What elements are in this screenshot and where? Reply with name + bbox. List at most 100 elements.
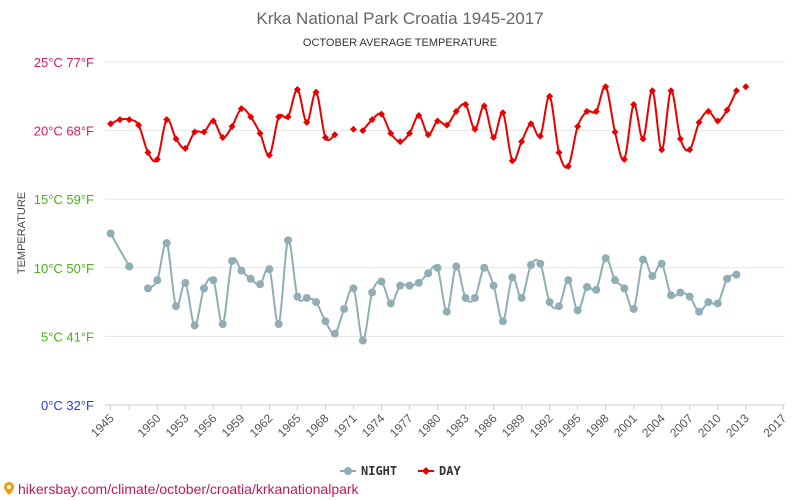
data-point-day <box>583 107 591 115</box>
data-point-night <box>358 336 367 345</box>
data-point-day <box>284 113 292 121</box>
data-point-day <box>312 88 320 96</box>
y-tick-label: 15°C 59°F <box>34 192 94 207</box>
x-tick-label: 1977 <box>387 411 416 440</box>
data-point-night <box>162 239 171 248</box>
x-tick-label: 1986 <box>471 411 500 440</box>
series-line-night <box>109 233 131 267</box>
data-point-night <box>368 288 377 297</box>
data-point-day <box>686 146 694 154</box>
data-point-night <box>517 293 526 302</box>
data-point-day <box>200 128 208 136</box>
data-point-night <box>545 298 554 307</box>
x-tick-label: 1995 <box>555 411 584 440</box>
data-point-night <box>442 307 451 316</box>
data-point-night <box>480 263 489 272</box>
data-point-day <box>648 87 656 95</box>
data-point-day <box>181 144 189 152</box>
x-tick-label: 1959 <box>219 411 248 440</box>
data-point-night <box>209 276 218 285</box>
data-point-day <box>116 116 124 124</box>
data-point-night <box>723 274 732 283</box>
data-point-day <box>499 109 507 117</box>
data-point-night <box>125 262 134 271</box>
x-axis: 1945 1950 1953 1956 1959 1962 1965 1968 1971 1974… <box>88 404 789 440</box>
x-tick-label: 1945 <box>88 411 117 440</box>
data-point-night <box>153 276 162 285</box>
x-tick-label: 1956 <box>191 411 220 440</box>
data-point-night <box>340 304 349 313</box>
data-point-day <box>256 129 264 137</box>
data-point-night <box>452 262 461 271</box>
data-point-day <box>107 120 115 128</box>
x-tick-label: 2017 <box>760 411 789 440</box>
data-point-night <box>228 256 237 265</box>
legend-item-night[interactable]: NIGHT <box>340 464 397 478</box>
x-tick-label: 2013 <box>723 411 752 440</box>
data-point-day <box>191 128 199 136</box>
data-point-day <box>172 135 180 143</box>
x-tick-label: 1989 <box>499 411 528 440</box>
data-point-day <box>303 118 311 126</box>
data-point-day <box>602 83 610 91</box>
y-axis-labels: 0°C 32°F 5°C 41°F 10°C 50°F 15°C 59°F 20°C 6… <box>34 55 94 413</box>
x-tick-label: 2007 <box>667 411 696 440</box>
data-point-day <box>415 112 423 120</box>
grid <box>105 61 785 406</box>
data-point-day <box>387 129 395 137</box>
data-point-day <box>564 162 572 170</box>
legend-marker <box>344 467 352 475</box>
data-point-day <box>676 135 684 143</box>
data-point-day <box>237 105 245 113</box>
data-point-night <box>396 281 405 290</box>
x-tick-label: 1974 <box>359 411 388 440</box>
data-point-night <box>200 284 209 293</box>
data-point-day <box>704 107 712 115</box>
data-point-day <box>377 110 385 118</box>
data-point-night <box>171 302 180 311</box>
series-layer <box>106 83 750 345</box>
data-point-day <box>209 117 217 125</box>
data-point-night <box>106 229 115 238</box>
data-point-night <box>526 261 535 270</box>
data-point-day <box>667 87 675 95</box>
data-point-night <box>508 273 517 282</box>
data-point-night <box>489 281 498 290</box>
data-point-day <box>349 125 357 133</box>
data-point-night <box>713 299 722 308</box>
footer[interactable]: hikersbay.com/climate/october/croatia/kr… <box>4 481 360 497</box>
data-point-night <box>181 278 190 287</box>
data-point-day <box>471 125 479 133</box>
data-point-day <box>518 138 526 146</box>
data-point-day <box>620 155 628 163</box>
data-point-night <box>461 293 470 302</box>
data-point-day <box>555 149 563 157</box>
series-line-night <box>147 239 737 342</box>
footer-link[interactable]: hikersbay.com/climate/october/croatia/kr… <box>18 481 360 497</box>
data-point-night <box>433 263 442 272</box>
chart-title: Krka National Park Croatia 1945-2017 <box>256 9 543 28</box>
data-point-day <box>742 83 750 91</box>
y-tick-label: 10°C 50°F <box>34 261 94 276</box>
data-point-night <box>386 299 395 308</box>
x-tick-label: 1962 <box>247 411 276 440</box>
data-point-day <box>247 113 255 121</box>
data-point-day <box>639 135 647 143</box>
data-point-night <box>611 276 619 285</box>
legend-label: NIGHT <box>361 464 397 478</box>
data-point-night <box>536 259 545 268</box>
data-point-night <box>564 276 573 285</box>
data-point-night <box>582 283 591 292</box>
legend-item-day[interactable]: DAY <box>418 464 461 478</box>
data-point-night <box>405 281 414 290</box>
data-point-day <box>611 128 619 136</box>
data-point-day <box>125 116 133 124</box>
legend-label: DAY <box>439 464 461 478</box>
data-point-night <box>424 269 433 278</box>
data-point-day <box>434 117 442 125</box>
data-point-night <box>143 284 152 293</box>
data-point-day <box>452 107 460 115</box>
legend[interactable]: NIGHT DAY <box>340 464 461 478</box>
data-point-night <box>265 265 274 274</box>
